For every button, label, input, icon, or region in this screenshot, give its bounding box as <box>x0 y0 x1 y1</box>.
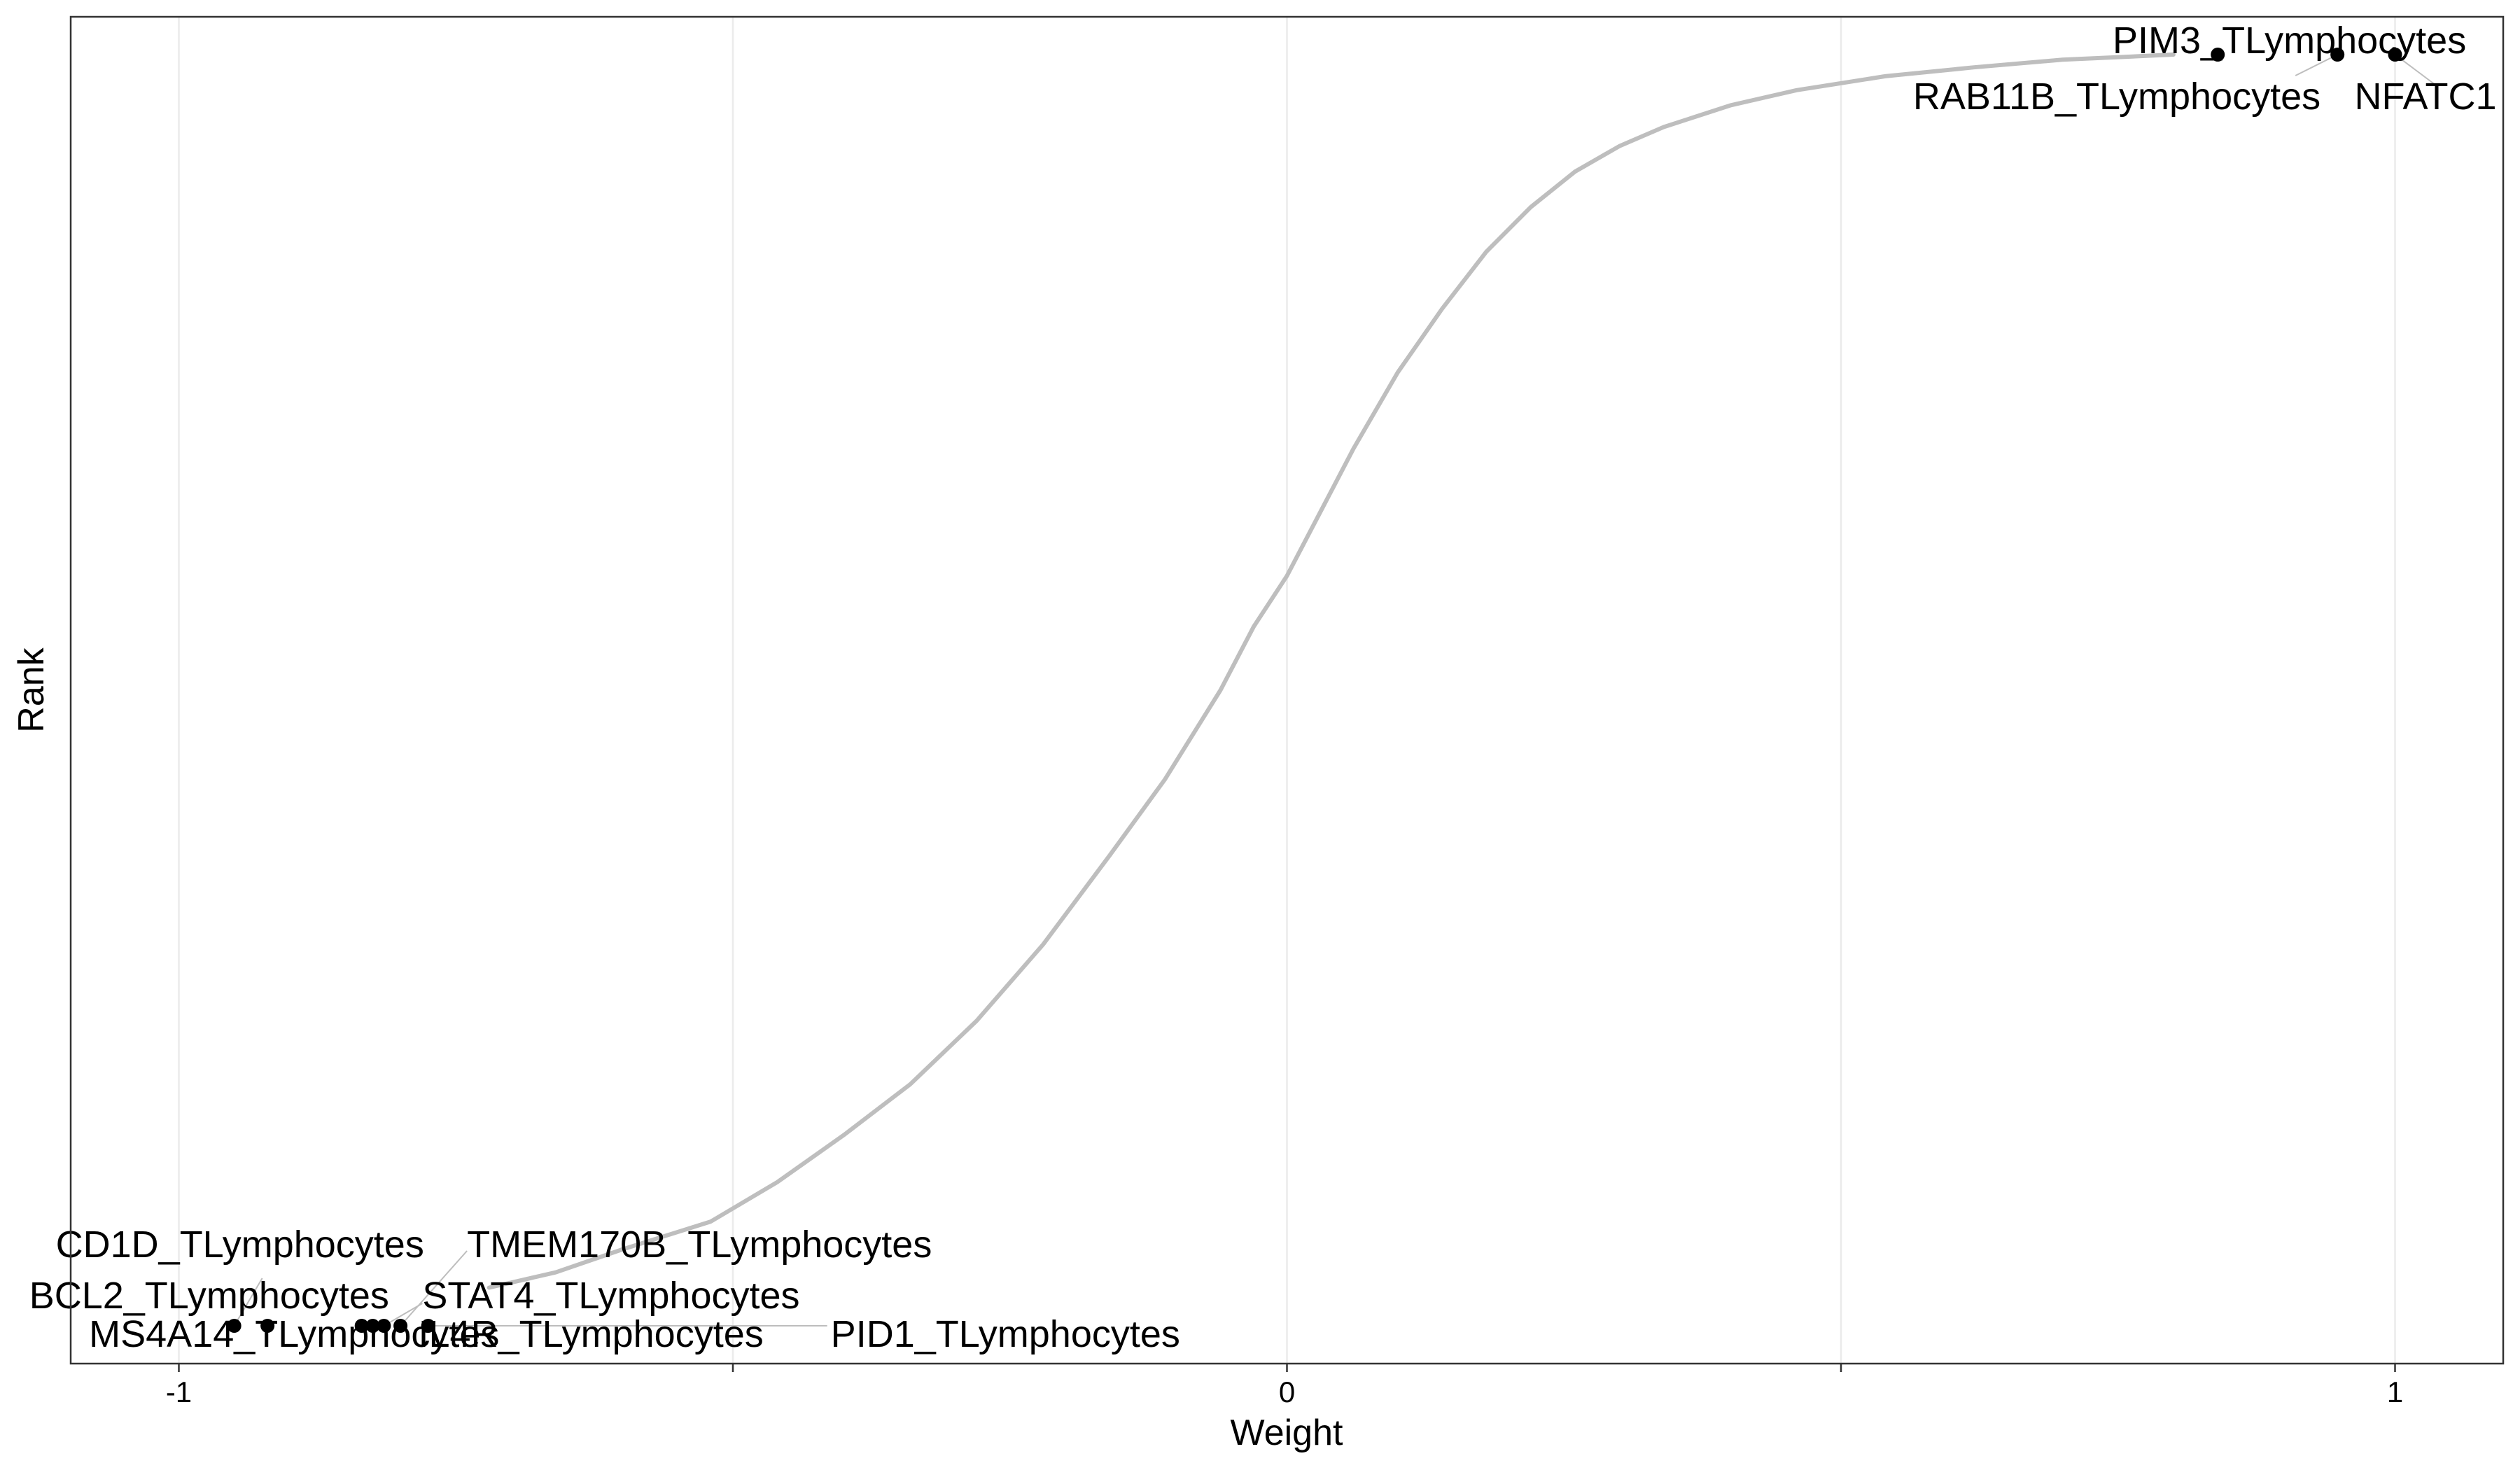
highlighted-points <box>227 48 2402 1333</box>
point-label: CD1D_TLymphocytes <box>56 1224 424 1266</box>
point-labels: MS4A14_TLymphocytes CD1D_TLymphocytes BCL2… <box>29 20 2497 1355</box>
x-tick-label: 0 <box>1279 1376 1295 1408</box>
highlighted-point <box>2388 48 2402 62</box>
highlighted-point <box>2211 48 2225 62</box>
x-axis: -1 0 1 <box>166 1364 2403 1408</box>
label-connector <box>2295 54 2338 76</box>
rank-curve <box>486 52 2176 1290</box>
highlighted-point <box>421 1319 435 1333</box>
point-label: PIM3_TLymphocytes <box>2113 20 2466 62</box>
label-connectors <box>233 54 2438 1326</box>
y-axis-title: Rank <box>11 647 52 732</box>
gridlines <box>178 17 2396 1364</box>
point-label: BCL2_TLymphocytes <box>29 1275 389 1317</box>
label-connector <box>400 1250 468 1326</box>
x-tick-label: 1 <box>2387 1376 2403 1408</box>
label-connector <box>383 1303 423 1326</box>
point-label: TMEM170B_TLymphocytes <box>467 1224 932 1266</box>
highlighted-point <box>260 1319 275 1333</box>
highlighted-point <box>365 1319 380 1333</box>
point-label: RAB11B_TLymphocytes <box>1913 76 2320 118</box>
highlighted-point <box>377 1319 391 1333</box>
highlighted-point <box>354 1319 369 1333</box>
highlighted-point <box>227 1319 241 1333</box>
point-label: IL4R_TLymphocytes <box>419 1313 764 1355</box>
point-label: PID1_TLymphocytes <box>831 1313 1180 1355</box>
point-label: NFATC1 <box>2354 76 2496 118</box>
highlighted-point <box>393 1319 408 1333</box>
label-connector <box>2394 54 2438 87</box>
curve-series <box>486 52 2176 1290</box>
label-connector <box>233 1278 263 1326</box>
point-label: MS4A14_TLymphocytes <box>89 1313 499 1355</box>
x-tick-label: -1 <box>166 1376 192 1408</box>
highlighted-point <box>2330 48 2345 62</box>
point-label: STAT4_TLymphocytes <box>422 1275 799 1317</box>
x-axis-title: Weight <box>1231 1413 1343 1453</box>
